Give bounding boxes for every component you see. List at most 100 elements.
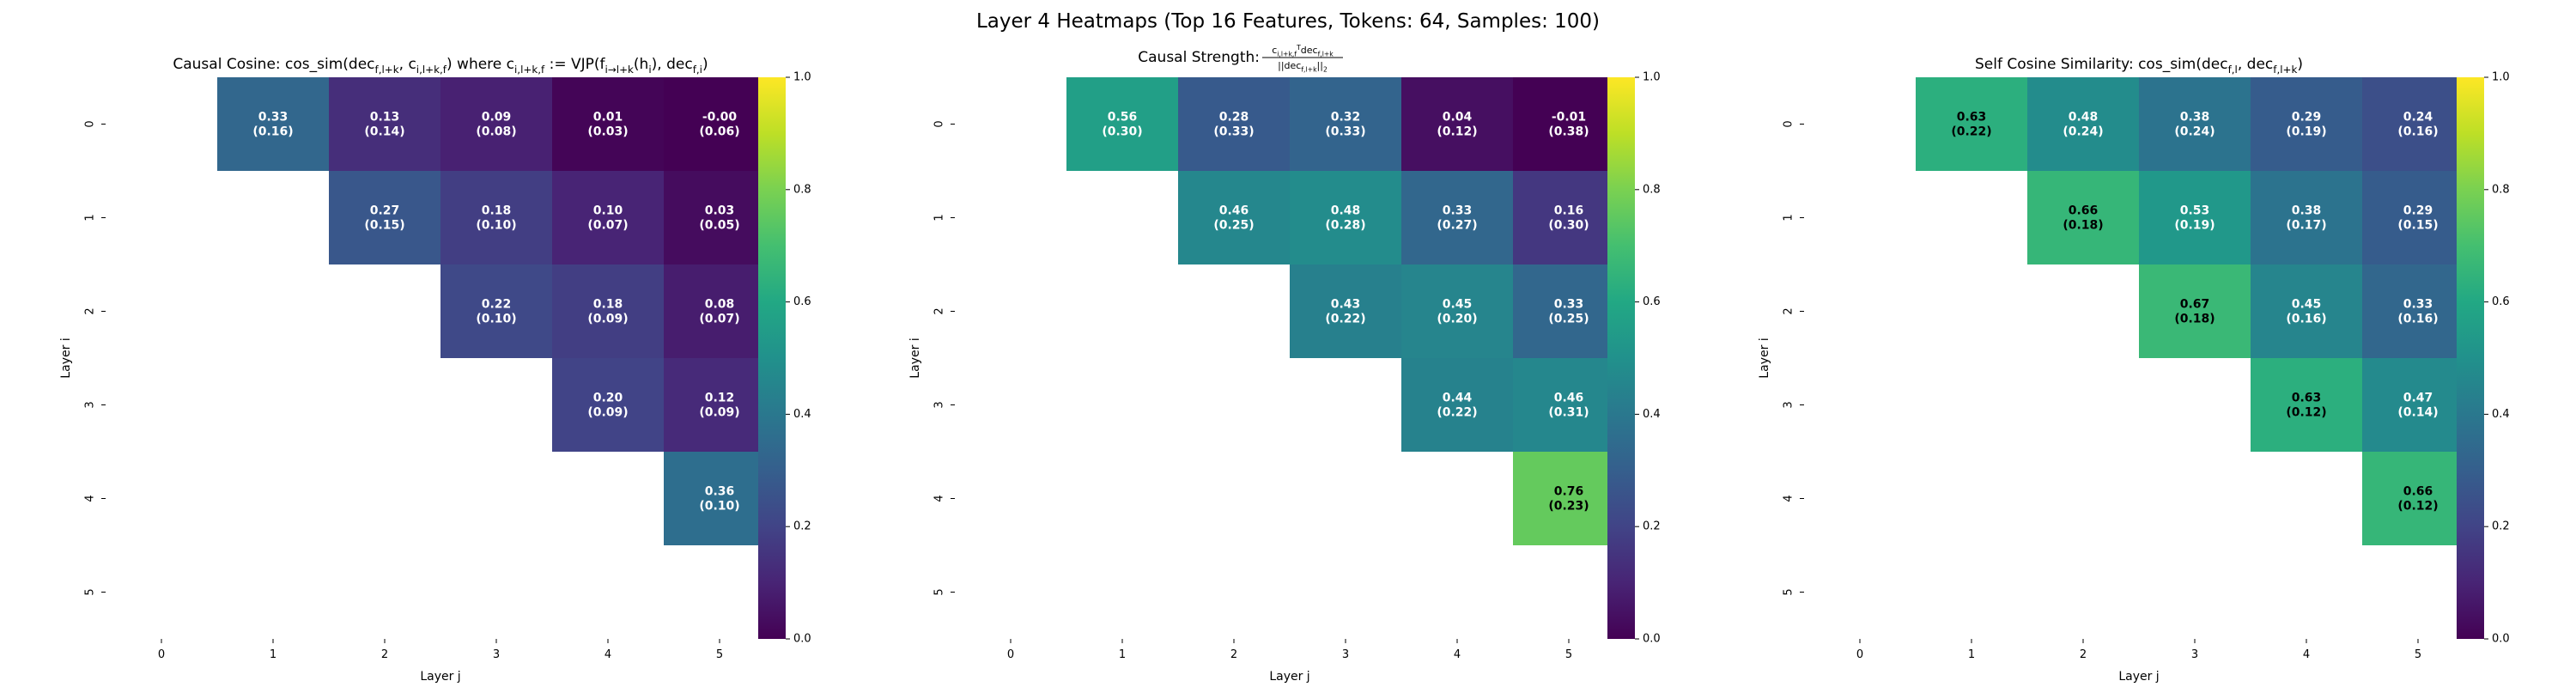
x-tick-label: 2	[1230, 648, 1237, 661]
cell-value-label: 0.36	[705, 485, 735, 499]
y-tick-label: 0	[933, 120, 946, 127]
cell-value-label: 0.18	[482, 204, 512, 218]
heatmap-cell	[2027, 171, 2139, 264]
cell-value-label: 0.45	[2292, 298, 2322, 312]
colorbar-tick-label: 0.2	[1643, 520, 1661, 533]
heatmap-cell	[664, 358, 775, 452]
heatmap-cell	[329, 77, 440, 171]
heatmap-cell	[1513, 358, 1625, 452]
cell-value-label: 0.24	[2403, 111, 2433, 125]
cell-value-label: 0.63	[1957, 111, 1987, 125]
heatmap-cell	[1513, 171, 1625, 264]
panel-title: Causal Strength: ci,l+k,fTdecf,l+k ||decf…	[1138, 44, 1343, 73]
cell-value-label: 0.43	[1331, 298, 1361, 312]
colorbar-tick-label: 0.4	[2492, 408, 2510, 421]
colorbar	[758, 77, 786, 639]
x-tick-label: 3	[1342, 648, 1349, 661]
y-tick-label: 3	[1783, 401, 1795, 408]
cell-sd-label: (0.16)	[2397, 125, 2438, 139]
heatmap-panel-2: 0.56(0.30)0.28(0.33)0.32(0.33)0.04(0.12)…	[908, 44, 1661, 684]
heatmap-cell	[2362, 171, 2474, 264]
x-tick-label: 4	[605, 648, 611, 661]
cell-value-label: 0.22	[482, 298, 512, 312]
y-tick-label: 3	[933, 401, 946, 408]
heatmap-cell	[1066, 77, 1178, 171]
cell-sd-label: (0.10)	[699, 500, 739, 514]
cell-value-label: 0.76	[1554, 485, 1584, 499]
cell-sd-label: (0.33)	[1325, 125, 1365, 139]
x-tick-label: 5	[2415, 648, 2421, 661]
x-tick-label: 2	[381, 648, 388, 661]
cell-value-label: 0.66	[2069, 204, 2099, 218]
heatmap-cell	[1513, 77, 1625, 171]
cell-sd-label: (0.25)	[1213, 219, 1254, 233]
cell-value-label: 0.12	[705, 392, 735, 405]
cell-sd-label: (0.28)	[1325, 219, 1365, 233]
x-tick-label: 0	[158, 648, 165, 661]
x-tick-label: 1	[1968, 648, 1975, 661]
x-tick-label: 3	[2191, 648, 2198, 661]
cell-sd-label: (0.24)	[2174, 125, 2215, 139]
x-axis-label: Layer j	[2118, 670, 2159, 684]
colorbar-tick-label: 0.8	[1643, 183, 1661, 196]
heatmap-cell	[2362, 358, 2474, 452]
x-tick-label: 5	[1565, 648, 1572, 661]
colorbar	[1607, 77, 1635, 639]
cell-value-label: 0.33	[258, 111, 289, 125]
y-tick-label: 1	[1783, 214, 1795, 221]
cell-value-label: 0.08	[705, 298, 735, 312]
cell-sd-label: (0.09)	[587, 313, 628, 326]
colorbar-tick-label: 0.4	[1643, 408, 1661, 421]
colorbar-tick-label: 1.0	[793, 71, 811, 84]
colorbar-tick-label: 0.4	[793, 408, 811, 421]
heatmap-cell	[664, 452, 775, 545]
cell-value-label: 0.48	[2069, 111, 2099, 125]
cell-sd-label: (0.09)	[699, 406, 739, 420]
cell-value-label: 0.44	[1443, 392, 1473, 405]
heatmap-cell	[552, 358, 664, 452]
heatmap-cell	[2362, 77, 2474, 171]
y-tick-label: 4	[933, 495, 946, 502]
heatmap-cell	[1401, 358, 1513, 452]
cell-value-label: 0.38	[2180, 111, 2210, 125]
x-tick-label: 2	[2080, 648, 2087, 661]
panel-title: Self Cosine Similarity: cos_sim(decf,l, …	[1975, 56, 2303, 76]
cell-value-label: 0.47	[2403, 392, 2433, 405]
cell-value-label: 0.48	[1331, 204, 1361, 218]
colorbar-tick-label: 0.8	[793, 183, 811, 196]
cell-sd-label: (0.19)	[2174, 219, 2215, 233]
x-tick-label: 4	[2303, 648, 2310, 661]
y-tick-label: 5	[1783, 588, 1795, 595]
cell-sd-label: (0.09)	[587, 406, 628, 420]
y-axis-label: Layer i	[908, 337, 922, 378]
cell-value-label: 0.63	[2292, 392, 2322, 405]
cell-value-label: 0.45	[1443, 298, 1473, 312]
cell-sd-label: (0.20)	[1437, 313, 1477, 326]
heatmap-cell	[2251, 264, 2362, 358]
cell-sd-label: (0.15)	[364, 219, 404, 233]
cell-sd-label: (0.10)	[476, 313, 516, 326]
cell-sd-label: (0.16)	[2397, 313, 2438, 326]
cell-sd-label: (0.07)	[587, 219, 628, 233]
cell-sd-label: (0.33)	[1213, 125, 1254, 139]
heatmap-cell	[1513, 264, 1625, 358]
cell-sd-label: (0.14)	[364, 125, 404, 139]
panel-title-prefix: Causal Strength:	[1138, 49, 1260, 66]
cell-value-label: 0.09	[482, 111, 512, 125]
y-tick-label: 0	[84, 120, 97, 127]
heatmap-cell	[2139, 264, 2251, 358]
colorbar-tick-label: 1.0	[2492, 71, 2510, 84]
heatmap-cell	[552, 171, 664, 264]
heatmap-cell	[2362, 264, 2474, 358]
cell-value-label: 0.33	[1443, 204, 1473, 218]
heatmap-cell	[2362, 452, 2474, 545]
heatmap-cell	[664, 77, 775, 171]
heatmap-cell	[217, 77, 329, 171]
heatmap-cell	[552, 264, 664, 358]
colorbar-tick-label: 0.2	[2492, 520, 2510, 533]
y-tick-label: 5	[933, 588, 946, 595]
cell-sd-label: (0.08)	[476, 125, 516, 139]
heatmap-cell	[1916, 77, 2027, 171]
heatmap-cell	[1401, 171, 1513, 264]
